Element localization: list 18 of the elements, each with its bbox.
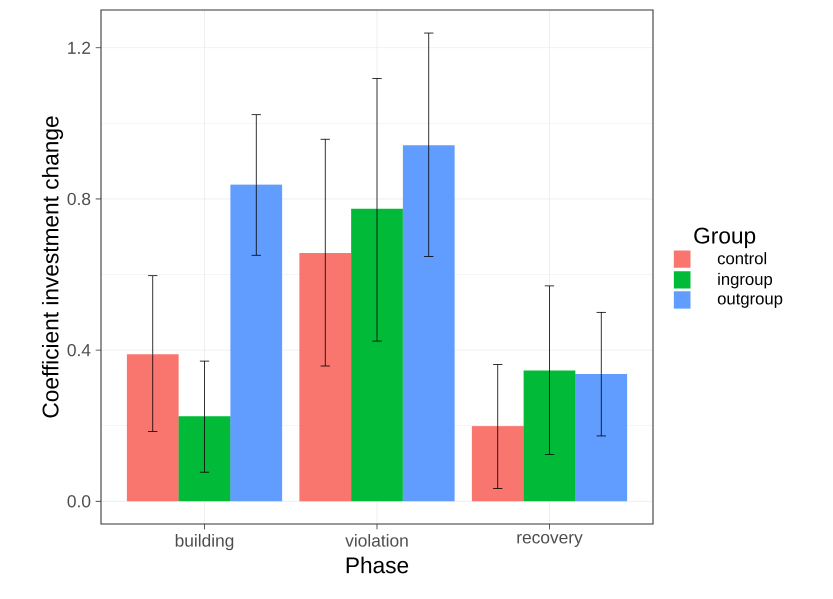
y-tick-label: 1.2 xyxy=(68,42,90,54)
x-tick-label: recovery xyxy=(517,534,583,547)
legend-label: ingroup xyxy=(718,272,772,288)
legend-label: outgroup xyxy=(718,294,782,308)
bar xyxy=(402,145,455,502)
legend-label: control xyxy=(718,252,766,264)
bar xyxy=(575,374,628,502)
legend-title: Group xyxy=(694,228,756,248)
y-tick-label: 0.4 xyxy=(68,344,90,356)
y-axis-title: Coefficient investment change xyxy=(42,116,64,418)
y-tick-label: 0.0 xyxy=(68,495,90,508)
x-axis-title: Phase xyxy=(346,556,408,574)
x-tick-label: violation xyxy=(345,534,408,547)
bar xyxy=(351,208,403,502)
bar xyxy=(299,253,352,502)
bar xyxy=(230,184,282,502)
y-tick-label: 0.8 xyxy=(68,192,90,206)
x-tick-label: building xyxy=(176,534,234,550)
